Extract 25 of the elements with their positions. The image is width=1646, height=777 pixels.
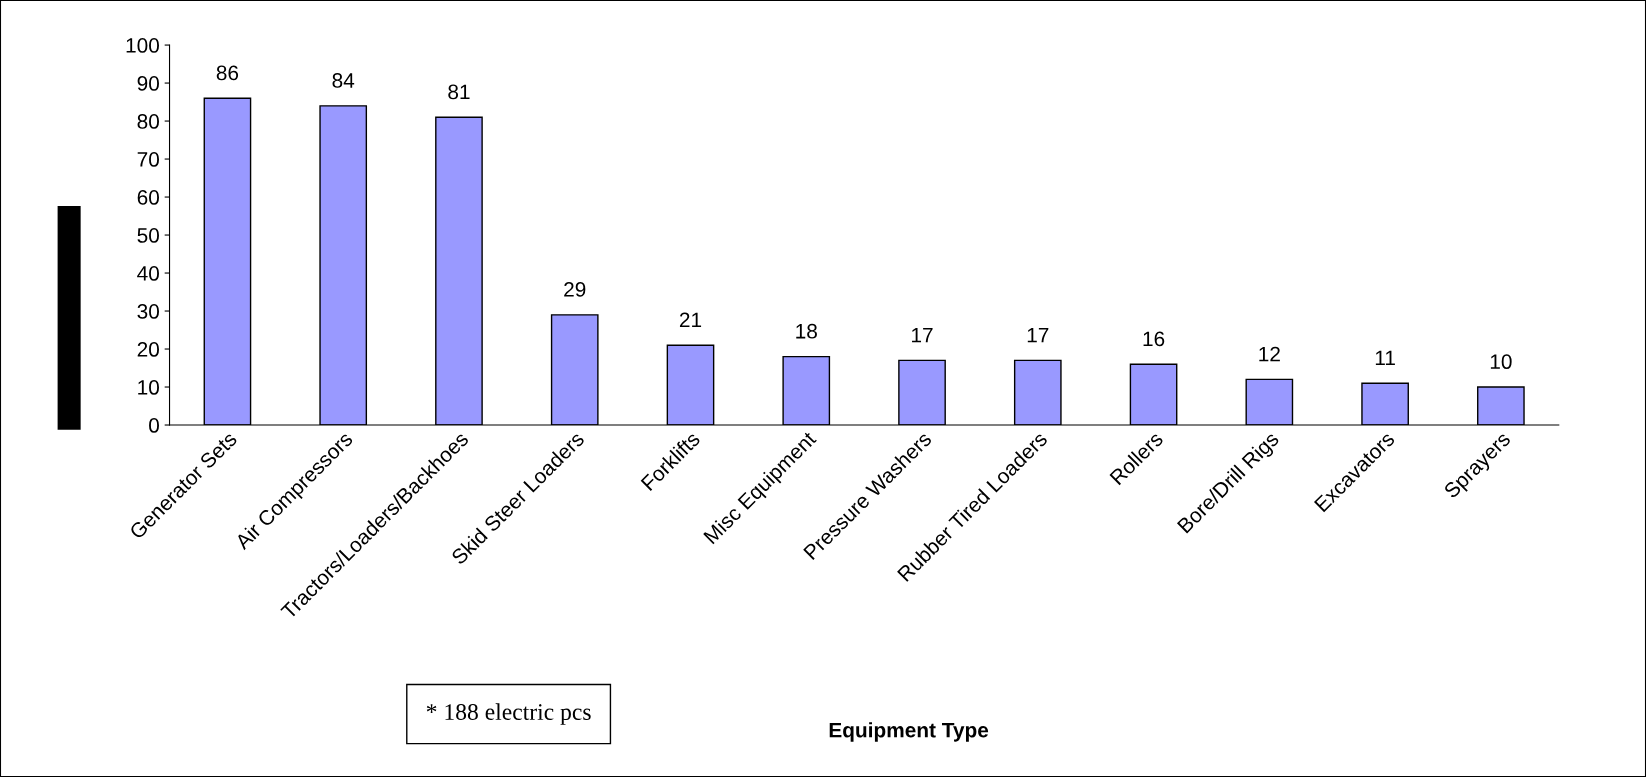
y-tick-label: 60 (137, 190, 159, 205)
x-axis-title: Equipment Type (829, 722, 989, 742)
data-label: 81 (448, 84, 470, 100)
y-tick-label: 70 (137, 152, 159, 167)
y-tick-label: 100 (126, 38, 159, 53)
y-tick-label: 0 (149, 418, 159, 433)
data-label: 12 (1259, 346, 1280, 362)
data-label: 10 (1490, 354, 1512, 370)
y-tick-label: 20 (137, 342, 159, 357)
data-label: 18 (796, 323, 817, 339)
y-tick-label: 50 (137, 228, 159, 243)
data-label: 17 (1027, 327, 1049, 343)
y-tick-label: 90 (137, 76, 159, 91)
y-tick-label: 80 (137, 114, 159, 129)
data-label: 29 (564, 282, 586, 297)
data-label: 17 (912, 327, 933, 343)
data-label: 16 (1143, 331, 1165, 347)
data-label: 21 (679, 312, 702, 328)
y-tick-label: 10 (138, 380, 159, 395)
data-label: 84 (332, 73, 355, 88)
y-tick-label: 30 (137, 304, 159, 319)
y-tick-label: 40 (137, 266, 159, 281)
data-label: 11 (1375, 350, 1395, 366)
text: * 188 electric pcs (426, 703, 591, 725)
data-label: 86 (216, 65, 239, 81)
